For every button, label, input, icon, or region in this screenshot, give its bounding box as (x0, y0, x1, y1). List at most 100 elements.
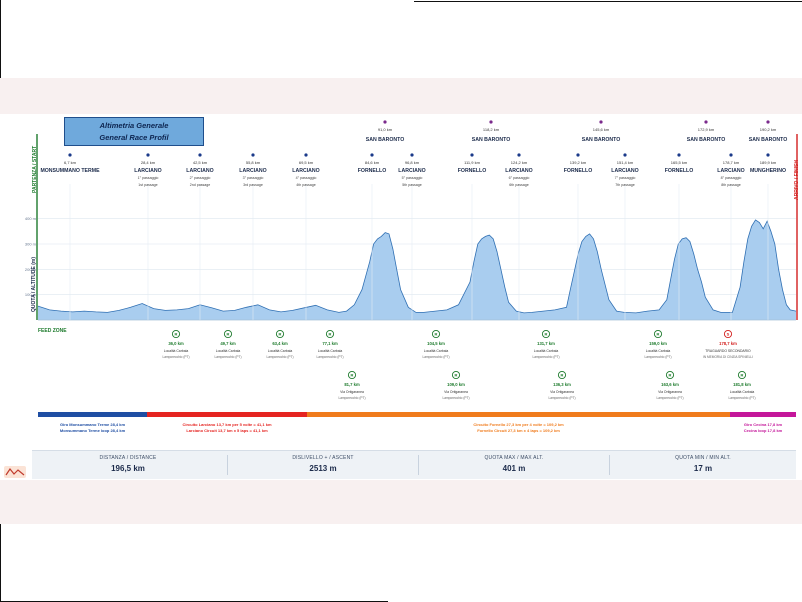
feed-station-sub: Lamporecchio (PT) (532, 355, 559, 359)
waypoint-dot (517, 153, 521, 157)
waypoint-pass: 7° passaggio (615, 176, 636, 180)
waypoint-name: LARCIANO (611, 168, 638, 174)
stat-min-alt-label: QUOTA MIN / MIN ALT. (675, 455, 731, 461)
chart-title-box: Altimetria Generale General Race Profil (64, 117, 204, 146)
feed-station-name: Località Carbaia (164, 349, 189, 353)
circuit-text-it: Circuito Larciano 13,7 km per 5 volte = … (182, 422, 271, 427)
summit-dot (489, 120, 493, 124)
feed-station-second-icon (451, 370, 461, 380)
waypoint-km: 42,5 km (193, 160, 208, 165)
feed-station-second-icon-glyph: R (561, 373, 564, 378)
top-border-line (414, 1, 802, 2)
waypoint-km: 151,4 km (617, 160, 634, 165)
feed-station-name: Località Carbaia (424, 349, 449, 353)
waypoint-pass-en: 3rd passage (243, 183, 263, 187)
y-tick-label: 300 m (25, 242, 37, 247)
stat-ascent-label: DISLIVELLO + / ASCENT (292, 455, 354, 461)
feed-station-icon (325, 329, 335, 339)
waypoint-km: 178,7 km (723, 160, 740, 165)
waypoint-pass-en: 5th passage (402, 183, 422, 187)
waypoint-dot (470, 153, 474, 157)
stat-distance-value: 196,5 km (111, 464, 145, 473)
waypoint-name: LARCIANO (186, 168, 213, 174)
waypoint-pass: 8° passaggio (721, 176, 742, 180)
y-axis-label: QUOTA / ALTITUDE (m) (31, 257, 37, 312)
y-tick-label: 100 m (25, 292, 37, 297)
feed-station-second-name: Via Ortigaranea (550, 390, 574, 394)
circuit-text-en: Monsummano Terme loop 28,4 km (60, 428, 126, 433)
waypoint-pass: 1° passaggio (138, 176, 159, 180)
waypoint-km: 55,8 km (246, 160, 261, 165)
waypoint-km: 165,5 km (671, 160, 688, 165)
waypoint-dot (370, 153, 374, 157)
feed-station-second-sub: Lamporecchio (PT) (656, 396, 683, 400)
waypoint-pass-en: 7th passage (615, 183, 635, 187)
feed-station-second-km: 181,8 km (733, 382, 751, 387)
waypoint-name: MUNGHERINO (750, 168, 786, 174)
feed-station-second-icon (665, 370, 675, 380)
waypoint-pass: 6° passaggio (509, 176, 530, 180)
waypoint-km: 189,9 km (760, 160, 777, 165)
waypoint-km: 111,9 km (464, 160, 481, 165)
summit-name: SAN BARONTO (687, 137, 726, 143)
circuit-text-en: Cecina loop 17,8 km (744, 428, 783, 433)
summit-name: SAN BARONTO (472, 137, 511, 143)
feed-station-icon (431, 329, 441, 339)
feed-station-km: 63,4 km (272, 341, 288, 346)
waypoint-dot (576, 153, 580, 157)
feed-station-second-name: Via Ortigaranea (658, 390, 682, 394)
waypoint-dot (677, 153, 681, 157)
waypoint-name: LARCIANO (398, 168, 425, 174)
finish-label: ARRIVO / FINISH (794, 159, 800, 200)
chart-title-it: Altimetria Generale (99, 121, 169, 130)
stats-bar: DISTANZA / DISTANCE 196,5 km DISLIVELLO … (32, 450, 796, 479)
feed-station-icon (171, 329, 181, 339)
intermediate-sprint-icon-glyph: S (727, 332, 730, 337)
feed-station-second-km: 109,0 km (447, 382, 465, 387)
summit-dot (766, 120, 770, 124)
stat-distance: DISTANZA / DISTANCE 196,5 km (32, 455, 224, 473)
feed-station-name: Località Carbaia (268, 349, 293, 353)
feed-station-second-icon-glyph: R (741, 373, 744, 378)
circuit-text-it: Circuito Fornello 27,3 km per 4 volte = … (473, 422, 564, 427)
feed-station-second-sub: Lamporecchio (PT) (338, 396, 365, 400)
feed-station-second-icon (737, 370, 747, 380)
bottom-margin-band (0, 480, 802, 524)
feed-station-km: 104,5 km (427, 341, 445, 346)
intermediate-sprint-km: 178,7 km (719, 341, 737, 346)
waypoint-dot (623, 153, 627, 157)
waypoint-pass: 4° passaggio (296, 176, 317, 180)
feed-station-icon-glyph: R (435, 332, 438, 337)
stat-distance-label: DISTANZA / DISTANCE (99, 455, 157, 461)
summit-name: SAN BARONTO (749, 137, 788, 143)
feed-station-second-sub: Lamporecchio (PT) (728, 396, 755, 400)
summit-name: SAN BARONTO (582, 137, 621, 143)
stat-ascent-value: 2513 m (309, 464, 337, 473)
waypoint-name: FORNELLO (358, 168, 387, 174)
waypoint-dot (146, 153, 150, 157)
waypoint-name: MONSUMMANO TERME (40, 168, 100, 174)
circuit-segment (147, 412, 307, 417)
waypoint-dot (766, 153, 770, 157)
waypoint-name: FORNELLO (665, 168, 694, 174)
waypoint-dot (251, 153, 255, 157)
waypoint-pass-en: 1st passage (138, 183, 157, 187)
feed-station-second-km: 81,7 km (344, 382, 360, 387)
intermediate-sprint-sub: IN MEMORIA DI CINZIA SPINIELLI (703, 355, 753, 359)
waypoint-pass: 3° passaggio (243, 176, 264, 180)
waypoint-name: LARCIANO (292, 168, 319, 174)
feed-station-second-icon-glyph: R (669, 373, 672, 378)
start-label: PARTENZA / START (32, 145, 38, 193)
summit-km: 91,0 km (378, 127, 393, 132)
stat-separator (227, 455, 228, 475)
waypoint-pass-en: 4th passage (296, 183, 316, 187)
feed-station-second-km: 163,6 km (661, 382, 679, 387)
waypoint-km: 96,8 km (405, 160, 420, 165)
circuit-text-en: Larciano Circuit 13,7 km x 5 laps = 41,1… (186, 428, 268, 433)
waypoint-km: 28,4 km (141, 160, 156, 165)
circuit-text-it: Giro Cecina 17,8 km (744, 422, 783, 427)
waypoint-name: LARCIANO (505, 168, 532, 174)
feed-station-icon (653, 329, 663, 339)
waypoint-pass-en: 8th passage (721, 183, 741, 187)
y-tick-label: 400 m (25, 216, 37, 221)
